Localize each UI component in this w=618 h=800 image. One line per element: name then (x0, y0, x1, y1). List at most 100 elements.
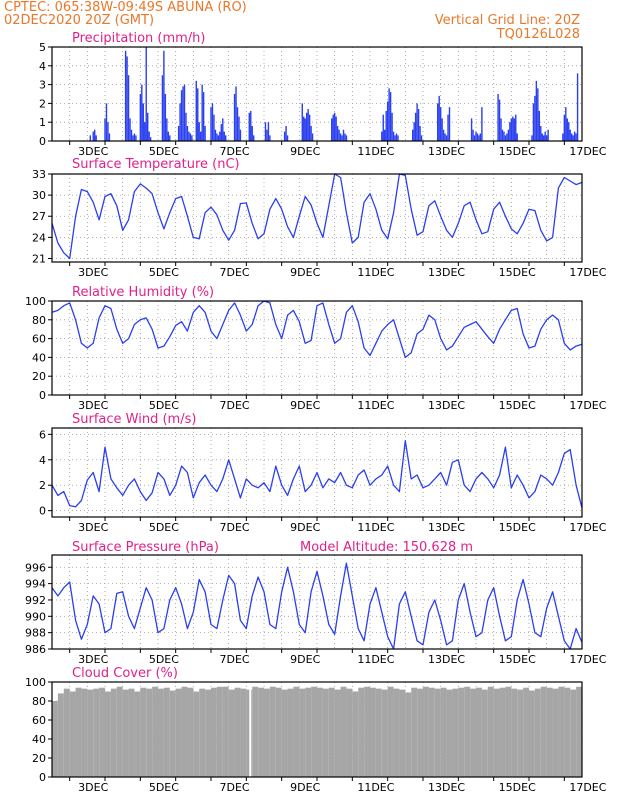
precipitation-ytick-label: 3 (39, 79, 46, 92)
cloud-cover-xtick-label: 7DEC (220, 781, 250, 794)
precipitation-bar (199, 131, 202, 141)
temperature-xtick-label: 9DEC (290, 266, 320, 279)
pressure-title: Surface Pressure (hPa) (72, 540, 219, 555)
cloud-cover-bar (258, 687, 264, 777)
cloud-cover-bar (493, 688, 500, 777)
precipitation-ytick-label: 2 (39, 97, 46, 110)
temperature-xtick-label: 11DEC (357, 266, 394, 279)
temperature-xtick-label: 15DEC (499, 266, 536, 279)
cloud-cover-bar (393, 688, 400, 777)
pressure-ytick-label: 996 (25, 561, 46, 574)
cloud-cover-bar (305, 687, 312, 777)
precipitation-bar (304, 118, 306, 141)
precipitation-bar (382, 114, 384, 141)
precipitation-bar (547, 129, 549, 141)
wind-xtick-label: 17DEC (569, 521, 606, 534)
pressure-xtick-label: 3DEC (78, 653, 108, 666)
precipitation-bar (513, 118, 515, 141)
precipitation-bar (448, 107, 451, 141)
precipitation-xtick-label: 11DEC (357, 145, 394, 158)
precipitation-bar (149, 137, 152, 141)
precipitation-bar (516, 133, 518, 141)
precipitation-bar (342, 129, 345, 141)
cloud-cover-xtick-label: 15DEC (499, 781, 536, 794)
precipitation-bar (444, 133, 446, 141)
cloud-cover-bar (423, 686, 429, 777)
precipitation-bar (541, 133, 543, 141)
precipitation-bar (570, 133, 573, 141)
cloud-cover-bar (281, 689, 288, 777)
precipitation-ytick-label: 4 (39, 60, 46, 73)
precipitation-bar (201, 84, 203, 141)
precipitation-xtick-label: 5DEC (149, 145, 179, 158)
cloud-cover-bar (364, 686, 370, 777)
precipitation-bar (269, 135, 271, 141)
precipitation-bar (145, 47, 147, 141)
cloud-cover-bar (52, 701, 58, 777)
precipitation-xtick-label: 9DEC (290, 145, 320, 158)
precipitation-bar (504, 135, 507, 141)
precipitation-bar (126, 56, 128, 141)
precipitation-bar (535, 80, 538, 141)
precipitation-bar (132, 135, 134, 141)
cloud-cover-bar (458, 687, 465, 777)
cloud-cover-bar (464, 686, 471, 777)
cloud-cover-bar (340, 686, 347, 777)
precipitation-bar (89, 135, 91, 141)
precipitation-bar (307, 109, 309, 141)
precipitation-bar (239, 129, 242, 141)
precipitation-ytick-label: 5 (39, 41, 46, 54)
precipitation-bar (163, 50, 165, 142)
pressure-series-line (51, 562, 583, 650)
humidity-ytick-label: 0 (39, 389, 46, 402)
precipitation-bar (419, 125, 421, 141)
precipitation-bar (166, 118, 168, 141)
cloud-cover-bar (511, 688, 518, 777)
cloud-cover-ytick-label: 100 (25, 676, 46, 689)
precipitation-xtick-label: 3DEC (78, 145, 108, 158)
humidity-xtick-label: 7DEC (220, 399, 250, 412)
temperature-ytick-label: 24 (32, 231, 46, 244)
humidity-ytick-label: 100 (25, 295, 46, 308)
wind-series-line (51, 440, 583, 509)
precipitation-bar (164, 94, 167, 141)
precipitation-bar (248, 112, 250, 141)
precipitation-bar (512, 116, 514, 141)
precipitation-bar (476, 133, 479, 141)
precipitation-title: Precipitation (mm/h) (72, 31, 205, 46)
precipitation-bar (331, 118, 333, 141)
precipitation-bar (388, 88, 390, 141)
cloud-cover-bar (87, 689, 94, 777)
precipitation-bar (235, 86, 237, 141)
wind-panel: Surface Wind (m/s) 0 2 4 6 3DEC 5DEC 7DEC 9DEC 11… (39, 412, 607, 534)
temperature-panel: Surface Temperature (nC) 21 24 27 30 33 3DEC 5D… (32, 157, 607, 279)
temperature-ytick-label: 30 (32, 189, 46, 202)
wind-xtick-label: 5DEC (149, 521, 179, 534)
pressure-xtick-label: 7DEC (220, 653, 250, 666)
temperature-xtick-label: 7DEC (220, 266, 250, 279)
precipitation-bar (197, 88, 199, 141)
pressure-annotation: Model Altitude: 150.628 m (300, 540, 473, 555)
precipitation-bar (179, 103, 181, 141)
cloud-cover-bar (152, 686, 158, 777)
cloud-cover-bar (228, 689, 235, 777)
cloud-cover-bar (299, 688, 306, 777)
precipitation-bar (191, 135, 193, 141)
precipitation-bar (223, 131, 225, 141)
precipitation-bar (445, 135, 448, 141)
precipitation-bar (135, 135, 137, 141)
precipitation-bar (565, 107, 567, 141)
cloud-cover-ytick-label: 60 (32, 714, 46, 727)
cloud-cover-bar (140, 687, 147, 777)
cloud-cover-bar (576, 686, 582, 777)
humidity-ytick-label: 40 (32, 351, 46, 364)
humidity-frame (51, 300, 583, 396)
precipitation-bar (478, 135, 480, 141)
cloud-cover-ytick-label: 80 (32, 695, 46, 708)
cloud-cover-bar (158, 688, 164, 777)
precipitation-xtick-label: 13DEC (428, 145, 465, 158)
wind-ytick-label: 2 (39, 479, 46, 492)
precipitation-bar (311, 133, 314, 141)
cloud-cover-bar (216, 686, 223, 777)
precipitation-xtick-label: 15DEC (499, 145, 536, 158)
